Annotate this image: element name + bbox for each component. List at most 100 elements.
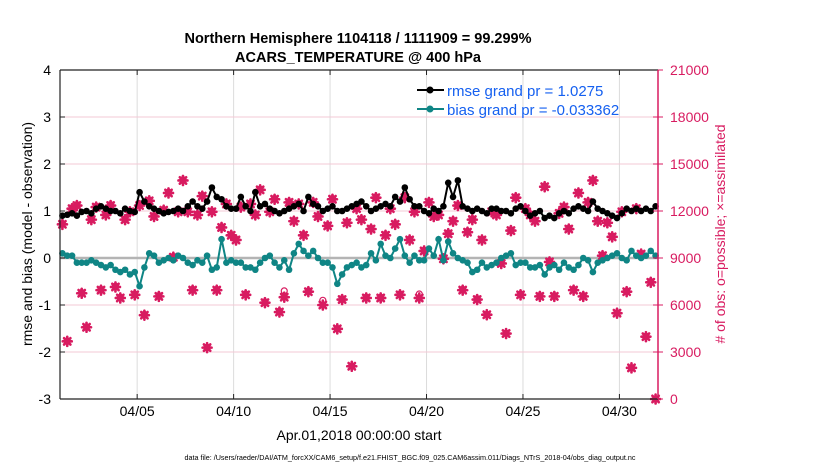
bias-point (290, 250, 298, 257)
obs-assimilated-marker (403, 234, 416, 246)
y-right-tick-label: 0 (670, 391, 678, 407)
obs-assimilated-marker (312, 210, 324, 223)
rmse-point (300, 207, 307, 215)
obs-assimilated-marker (596, 249, 609, 262)
obs-assimilated-marker (268, 193, 281, 206)
bias-point (406, 259, 413, 267)
obs-assimilated-marker (177, 174, 189, 187)
y-tick-label: -3 (39, 391, 52, 407)
obs-assimilated-marker (582, 196, 594, 209)
y-right-tick-label: 12000 (670, 203, 709, 219)
rmse-point (517, 203, 524, 210)
rmse-point (435, 207, 442, 215)
obs-assimilated-marker (249, 209, 262, 221)
y-right-tick-label: 18000 (670, 109, 709, 125)
bias-point (473, 266, 481, 274)
obs-assimilated-marker (418, 245, 430, 257)
rmse-point (401, 184, 409, 191)
obs-assimilated-marker (591, 215, 604, 227)
obs-assimilated-marker (640, 330, 652, 343)
bias-point (136, 282, 143, 290)
bias-point (237, 259, 245, 267)
bias-point (396, 235, 404, 243)
bias-point (526, 264, 534, 271)
bias-point (353, 259, 360, 267)
obs-assimilated-marker (466, 213, 479, 226)
rmse-point (396, 198, 404, 205)
bias-point (338, 271, 346, 278)
bias-point (285, 266, 293, 274)
rmse-point (252, 188, 259, 196)
bias-point (647, 247, 655, 255)
obs-assimilated-marker (447, 215, 459, 227)
obs-assimilated-marker (75, 287, 88, 300)
obs-assimilated-marker (370, 191, 382, 204)
bias-point (560, 259, 568, 267)
bias-point (295, 240, 303, 248)
bias-point (107, 261, 114, 269)
obs-assimilated-marker (567, 284, 580, 296)
bias-point (324, 259, 331, 267)
rmse-point (333, 207, 341, 215)
rmse-point (88, 210, 95, 217)
rmse-point (295, 200, 303, 208)
obs-assimilated-marker (625, 362, 638, 374)
bias-point (170, 257, 177, 264)
x-tick-label: 04/15 (313, 403, 348, 419)
y-right-tick-label: 3000 (670, 344, 701, 360)
bias-point (551, 261, 558, 269)
bias-point (401, 252, 409, 259)
axes: 04/05 04/10 04/15 04/20 04/25 04/30 -3 -2 -1 0 1 2 3… (39, 62, 710, 419)
obs-assimilated-marker (548, 290, 561, 303)
bias-point (449, 250, 457, 257)
obs-assimilated-marker (326, 193, 339, 206)
rmse-point (358, 198, 365, 205)
y-right-tick-label: 15000 (670, 156, 709, 172)
rmse-point (613, 214, 621, 222)
y-tick-label: 3 (43, 109, 51, 125)
obs-assimilated-marker (490, 209, 503, 221)
bias-point (121, 266, 129, 274)
obs-assimilated-marker (153, 290, 165, 303)
footnote: data file: /Users/raeder/DAI/ATM_forcXX/… (185, 453, 636, 462)
rmse-point (73, 212, 81, 219)
rmse-point (454, 177, 462, 184)
rmse-point (227, 205, 235, 212)
bias-point (555, 266, 563, 274)
x-tick-label: 04/20 (409, 403, 444, 419)
bias-point (309, 247, 317, 255)
bias-point (628, 247, 635, 255)
bias-point (613, 250, 621, 257)
obs-assimilated-marker (635, 248, 647, 260)
rmse-point (647, 207, 655, 215)
obs-assimilated-marker (572, 187, 585, 199)
obs-assimilated-marker (128, 289, 141, 301)
labels: Northern Hemisphere 1104118 / 1111909 = … (19, 31, 728, 462)
obs-assimilated-marker (109, 281, 122, 293)
obs-assimilated-marker (215, 221, 228, 234)
obs-assimilated-marker (350, 202, 363, 215)
bias-point (305, 252, 312, 259)
obs-assimilated-marker (427, 210, 440, 223)
bias-point (387, 254, 394, 262)
rmse-point (507, 210, 515, 217)
y-tick-label: 0 (43, 250, 51, 266)
rmse-point (522, 207, 529, 215)
bias-point (367, 250, 375, 257)
bias-point (242, 264, 249, 271)
obs-assimilated-marker (374, 292, 387, 304)
obs-assimilated-marker (432, 209, 445, 221)
rmse-point (136, 188, 143, 196)
rmse-point (415, 203, 423, 210)
obs-assimilated-marker (562, 223, 575, 235)
obs-assimilated-marker (606, 231, 618, 243)
obs-assimilated-marker (500, 327, 512, 340)
obs-assimilated-marker (331, 323, 344, 335)
bias-point (507, 250, 515, 257)
obs-assimilated-marker (509, 191, 522, 204)
rmse-point (247, 207, 254, 215)
rmse-point (141, 198, 148, 205)
rmse-point (565, 210, 573, 217)
obs-assimilated-marker (196, 190, 209, 202)
obs-assimilated-marker (191, 209, 204, 221)
